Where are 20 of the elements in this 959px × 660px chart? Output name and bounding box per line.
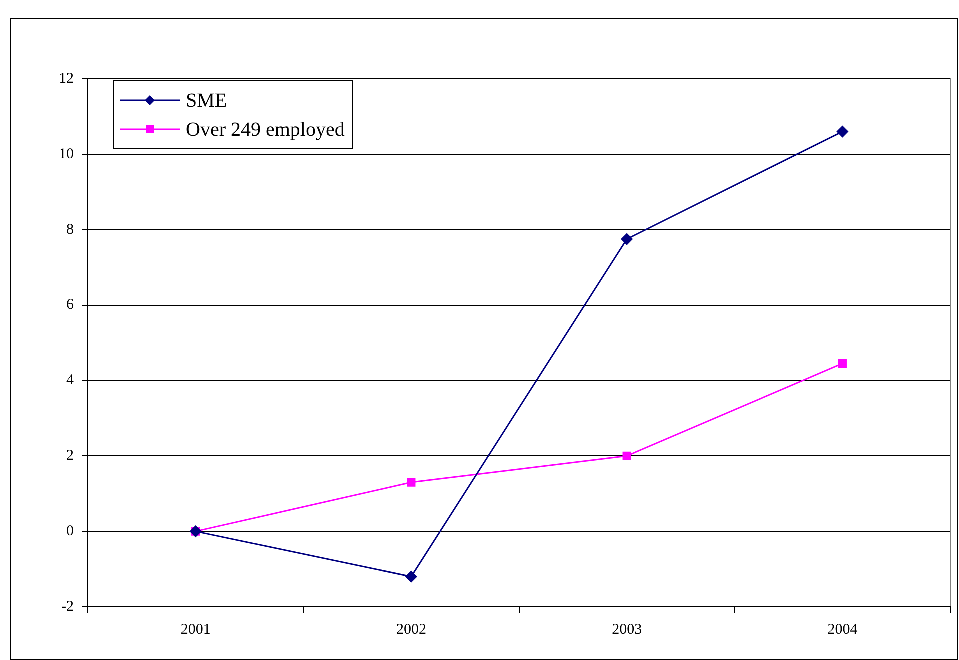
y-tick-label: 10 <box>59 146 74 162</box>
y-tick-label: 8 <box>66 222 74 238</box>
y-tick-label: 2 <box>66 448 74 464</box>
point <box>836 126 848 138</box>
legend-label: SME <box>186 90 228 112</box>
legend-label: Over 249 employed <box>186 118 345 141</box>
y-tick-label: -2 <box>62 598 74 615</box>
x-tick-label: 2004 <box>828 622 858 638</box>
point <box>407 478 416 487</box>
point <box>622 452 632 460</box>
point <box>838 359 847 368</box>
y-tick-label: 4 <box>66 372 74 389</box>
y-tick-label: 0 <box>66 524 74 540</box>
x-tick-label: 2003 <box>612 622 642 638</box>
x-tick-label: 2002 <box>396 622 426 638</box>
point <box>621 234 633 246</box>
y-tick-label: 12 <box>59 70 74 87</box>
point <box>406 571 418 583</box>
y-tick-label: 6 <box>66 297 74 314</box>
x-tick-label: 2001 <box>180 622 211 638</box>
